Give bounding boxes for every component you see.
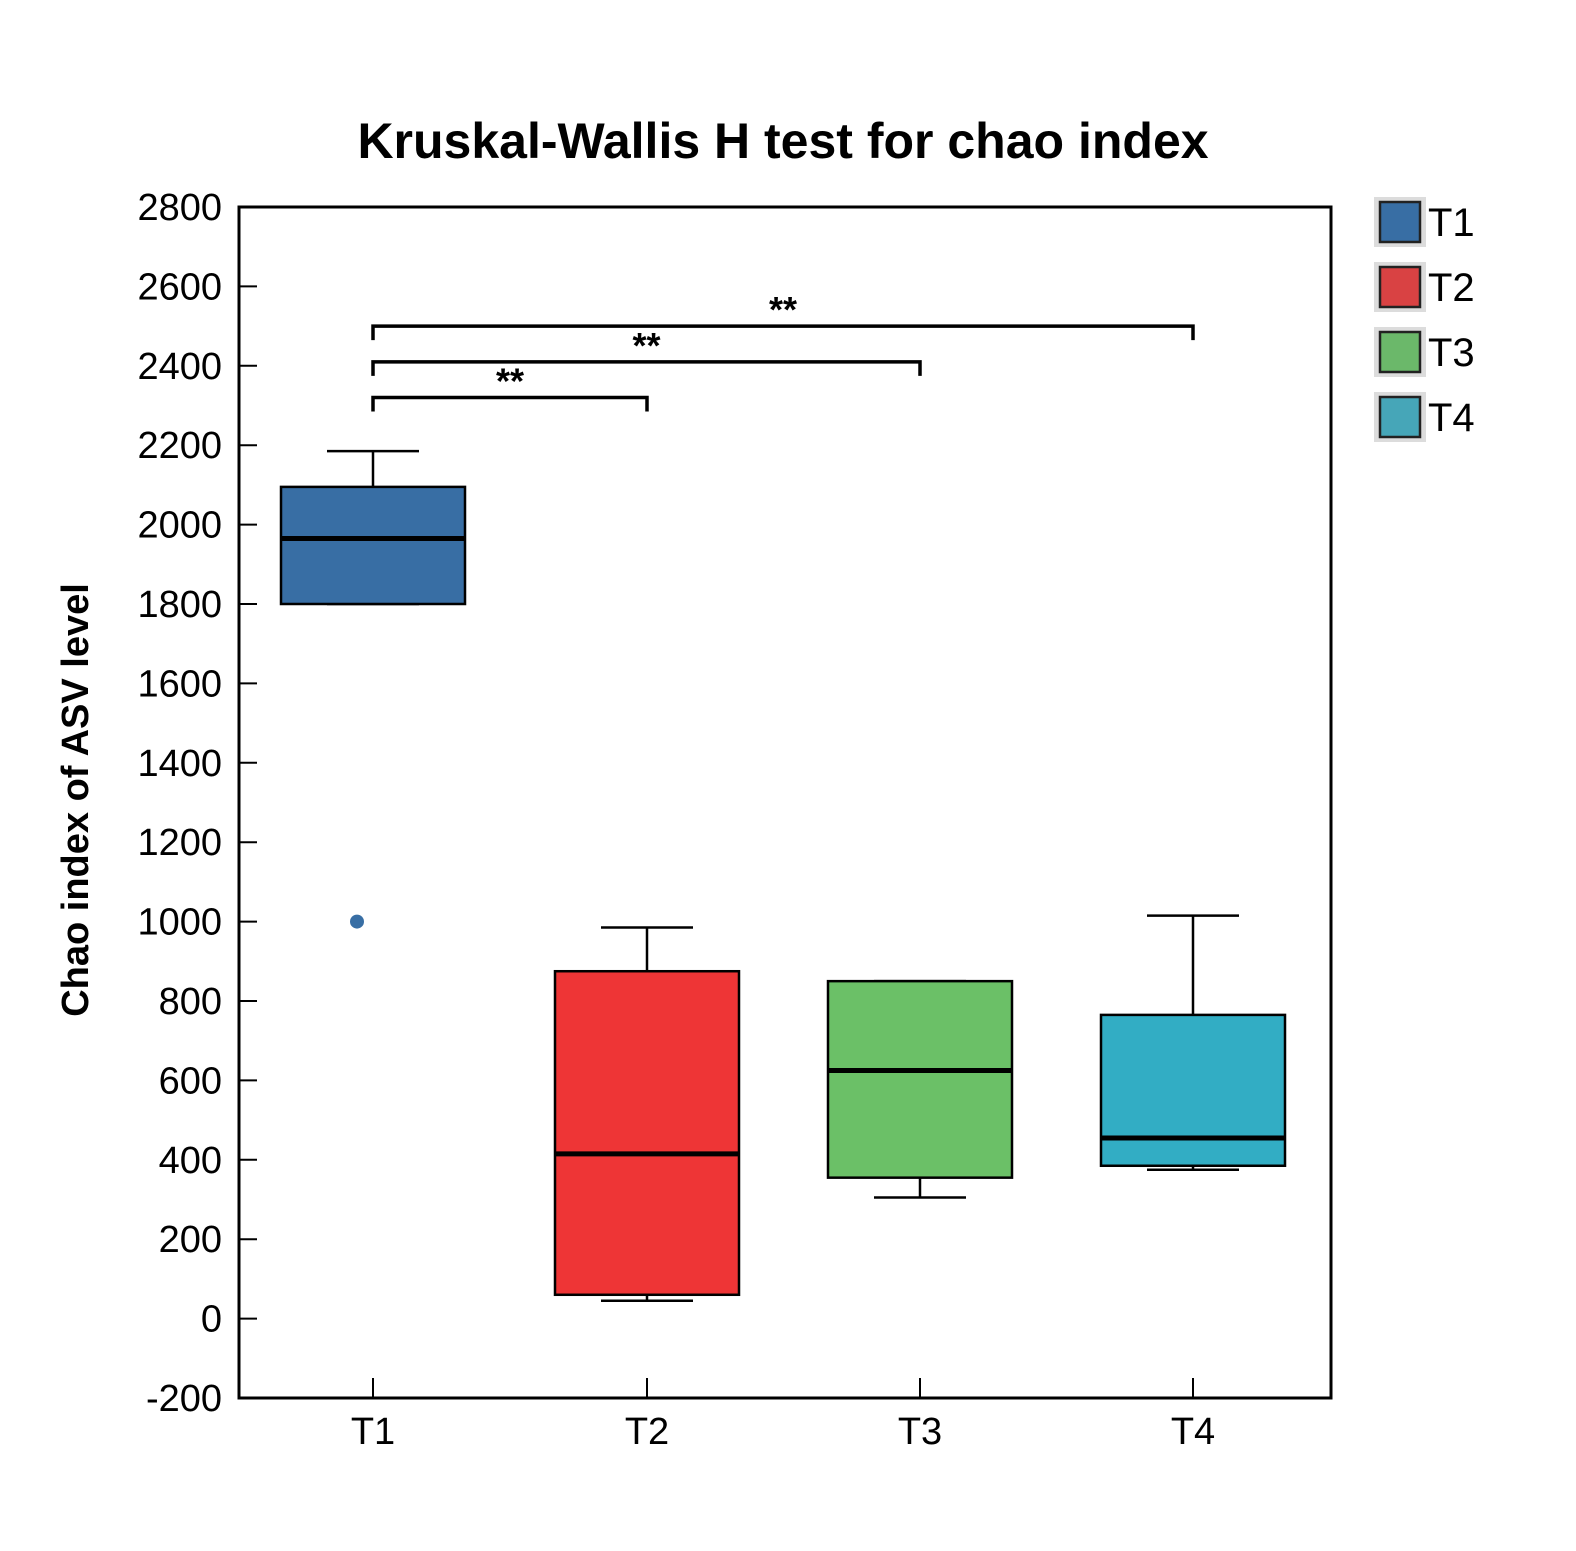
y-tick-label: -200 [146, 1378, 222, 1420]
box-iqr [279, 485, 467, 606]
chart-title: Kruskal-Wallis H test for chao index [357, 113, 1208, 169]
y-axis-label: Chao index of ASV level [55, 583, 97, 1017]
y-tick-label: 2600 [137, 266, 222, 308]
plot-frame [237, 205, 1333, 1400]
y-tick-label: 2200 [137, 425, 222, 467]
y-tick-label: 600 [159, 1060, 222, 1102]
box-t4 [1099, 914, 1287, 1171]
y-tick-label: 2000 [137, 505, 222, 547]
significance-bracket: ** [371, 289, 1195, 341]
bracket-line [371, 360, 922, 376]
y-tick-label: 800 [159, 981, 222, 1023]
box-iqr [1099, 1013, 1287, 1168]
legend-item-t2: T2 [1374, 262, 1475, 312]
y-tick-label: 2400 [137, 346, 222, 388]
bracket-line [371, 395, 649, 412]
legend-label: T3 [1428, 331, 1475, 375]
y-tick-label: 1600 [137, 663, 222, 705]
box-t2 [553, 926, 741, 1302]
y-tick-label: 0 [201, 1299, 222, 1341]
legend-swatch [1378, 395, 1422, 439]
outlier-point [350, 914, 364, 929]
legend-item-t3: T3 [1374, 327, 1475, 377]
significance-bracket: ** [371, 325, 922, 376]
legend-item-t1: T1 [1374, 197, 1475, 247]
x-tick-label: T3 [898, 1411, 942, 1453]
y-axis: -200 0 200 400 600 800 1000 1200 1400 1600 1800 200… [137, 187, 257, 1420]
box-iqr [826, 979, 1014, 1179]
significance-label: ** [496, 361, 524, 402]
y-tick-label: 2800 [137, 187, 222, 229]
significance-bracket: ** [371, 361, 649, 412]
legend: T1 T2 T3 T4 [1374, 197, 1475, 442]
significance-label: ** [769, 289, 797, 330]
legend-swatch [1378, 200, 1422, 244]
y-tick-label: 1800 [137, 584, 222, 626]
y-tick-label: 1400 [137, 743, 222, 785]
legend-swatch [1378, 265, 1422, 309]
legend-item-t4: T4 [1374, 392, 1475, 442]
legend-label: T4 [1428, 396, 1475, 440]
x-tick-label: T4 [1171, 1411, 1215, 1453]
y-tick-label: 400 [159, 1140, 222, 1182]
significance-brackets: ** ** ** [371, 289, 1195, 412]
x-tick-label: T2 [625, 1411, 669, 1453]
legend-label: T1 [1428, 201, 1475, 245]
legend-label: T2 [1428, 266, 1475, 310]
y-tick-label: 1200 [137, 822, 222, 864]
significance-label: ** [632, 325, 660, 366]
box-t3 [826, 979, 1014, 1199]
legend-swatch [1378, 330, 1422, 374]
box-series [279, 449, 1287, 1302]
x-tick-label: T1 [351, 1411, 395, 1453]
y-tick-label: 1000 [137, 902, 222, 944]
y-tick-label: 200 [159, 1219, 222, 1261]
box-iqr [553, 969, 741, 1297]
x-axis: T1 T2 T3 T4 [351, 1378, 1215, 1453]
bracket-line [371, 324, 1195, 341]
box-t1 [279, 449, 467, 929]
